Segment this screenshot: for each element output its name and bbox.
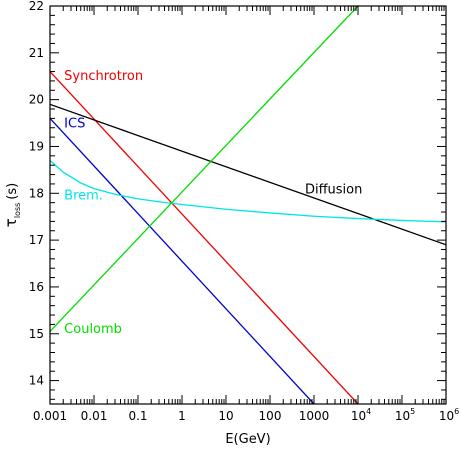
x-tick-label: 0.01: [81, 409, 108, 423]
y-tick-label: 15: [29, 327, 44, 341]
y-tick-label: 18: [29, 186, 44, 200]
x-tick-label: 0.001: [33, 409, 67, 423]
x-tick-label: 10: [218, 409, 233, 423]
y-tick-label: 21: [29, 46, 44, 60]
x-tick-label: 104: [351, 407, 371, 423]
series-layer: [50, 6, 446, 404]
y-tick-label: 17: [29, 233, 44, 247]
series-line-synchrotron: [50, 71, 359, 404]
series-line-brem: [50, 160, 446, 223]
series-line-diffusion: [50, 103, 446, 246]
y-tick-label: 16: [29, 280, 44, 294]
series-label-coulomb: Coulomb: [64, 322, 122, 337]
y-axis-title-unit: (s): [5, 183, 20, 200]
labels-layer: 0.001 0.01 0.1 1 10 100 1000 104 105 106 14 15 16 17 1…: [29, 0, 459, 423]
plot-frame: [49, 5, 447, 405]
series-label-brem: Brem.: [64, 188, 103, 203]
y-axis-title-main: τ: [2, 218, 20, 227]
y-tick-label: 20: [29, 93, 44, 107]
ticks-layer: [49, 5, 447, 404]
series-label-diffusion: Diffusion: [305, 182, 362, 197]
svg-text:τloss(s): τloss (s): [2, 183, 22, 227]
x-tick-label: 1000: [299, 409, 330, 423]
y-tick-label: 14: [29, 374, 44, 388]
x-tick-label: 0.1: [128, 409, 147, 423]
y-axis-title: τloss (s): [2, 183, 22, 227]
y-axis-title-sub: loss: [13, 203, 22, 218]
x-tick-label: 1: [178, 409, 186, 423]
y-tick-label: 22: [29, 0, 44, 13]
x-tick-label: 105: [395, 407, 415, 423]
series-label-ics: ICS: [64, 117, 85, 132]
series-line-ics: [50, 117, 315, 404]
series-line-coulomb: [50, 6, 359, 332]
series-label-synchrotron: Synchrotron: [64, 69, 143, 84]
x-tick-label: 100: [259, 409, 282, 423]
x-axis-title: E(GeV): [225, 432, 270, 447]
y-tick-label: 19: [29, 139, 44, 153]
x-tick-label: 106: [439, 407, 459, 423]
